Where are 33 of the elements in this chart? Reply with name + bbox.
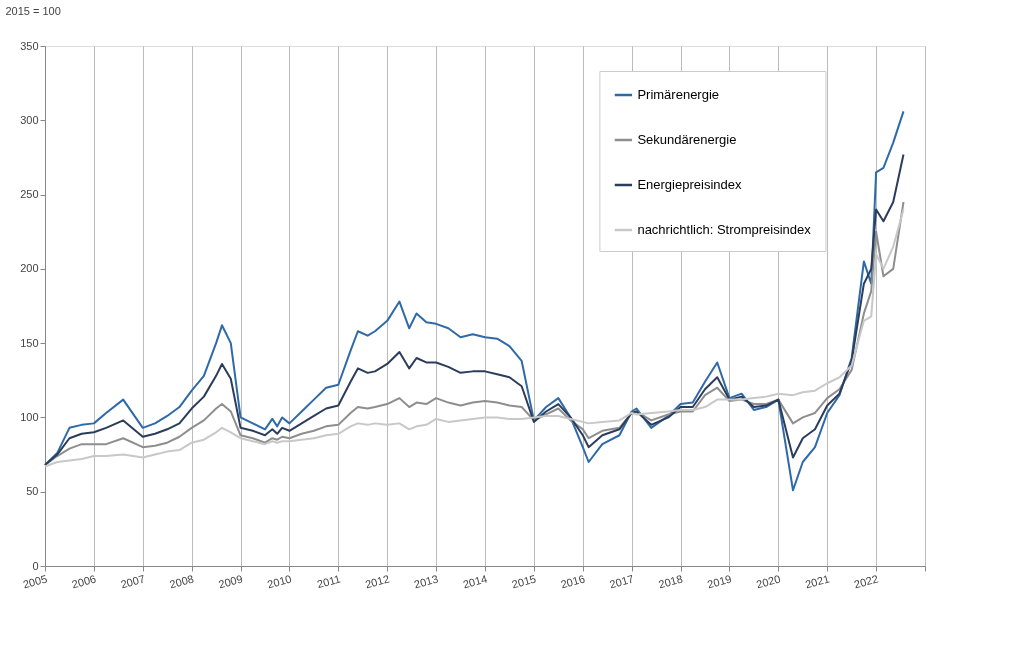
legend-label: Primärenergie [637, 87, 720, 102]
x-tick-label: 2017 [608, 572, 636, 591]
x-tick-label: 2021 [803, 572, 831, 591]
x-tick-label: 2019 [706, 572, 733, 591]
x-tick-label: 2013 [412, 572, 440, 591]
x-tick-label: 2005 [21, 572, 49, 591]
y-tick-label: 200 [20, 262, 39, 275]
x-tick-label: 2007 [119, 572, 147, 591]
y-tick-label: 100 [20, 410, 39, 423]
y-axis-title: 2015 = 100 [5, 4, 61, 17]
line-series [44, 110, 905, 492]
x-tick-label: 2009 [217, 572, 244, 591]
x-tick-label: 2010 [266, 572, 293, 591]
x-tick-label: 2006 [70, 572, 98, 591]
x-tick-label: 2020 [754, 572, 782, 591]
y-tick-label: 300 [20, 113, 39, 126]
legend-label: Sekundärenergie [637, 132, 737, 147]
line-series [44, 153, 905, 466]
legend-label: Energiepreisindex [637, 177, 742, 192]
x-tick-label: 2022 [852, 572, 880, 591]
x-tick-label: 2008 [168, 572, 196, 591]
x-tick-label: 2012 [363, 572, 391, 591]
y-tick-label: 150 [20, 336, 39, 349]
x-tick-label: 2015 [510, 572, 538, 591]
y-tick-label: 0 [32, 559, 39, 572]
legend-label: nachrichtlich: Strompreisindex [637, 222, 812, 237]
y-tick-label: 50 [26, 485, 39, 498]
y-tick-label: 350 [20, 39, 39, 52]
x-tick-label: 2016 [559, 572, 587, 591]
x-tick-label: 2014 [461, 572, 489, 591]
y-tick-label: 250 [20, 188, 39, 201]
x-tick-label: 2011 [315, 572, 342, 591]
x-tick-label: 2018 [657, 572, 684, 591]
